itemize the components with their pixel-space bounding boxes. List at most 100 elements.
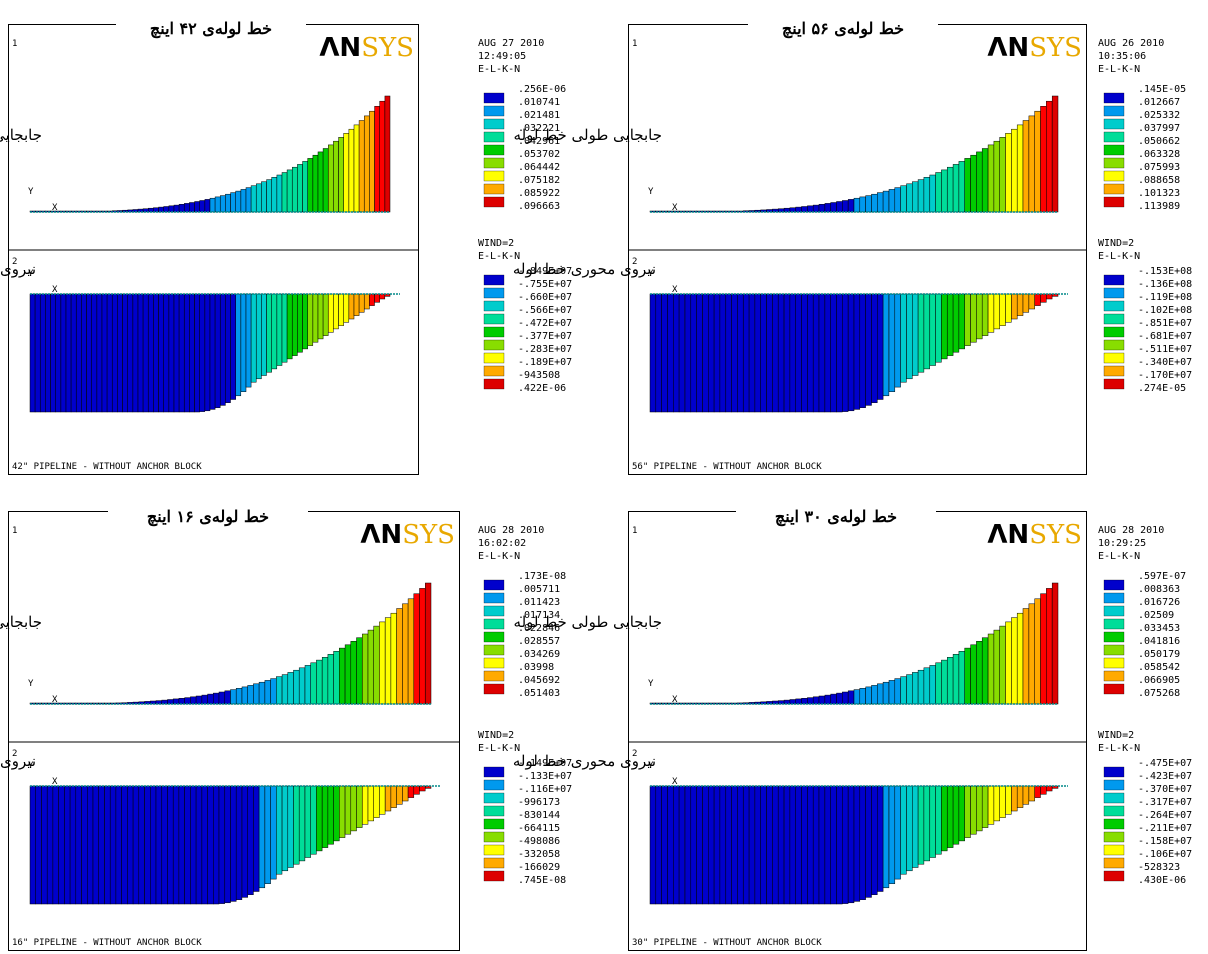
legend-swatch xyxy=(483,92,505,104)
displacement-bar xyxy=(935,662,942,705)
legend-swatch xyxy=(1103,196,1125,208)
axial-force-bar xyxy=(87,785,94,905)
displacement-bar xyxy=(172,698,180,705)
axial-force-bar xyxy=(425,785,432,789)
axial-force-bar xyxy=(250,293,257,383)
axial-force-bar xyxy=(847,785,855,904)
displacement-bar xyxy=(1022,120,1030,213)
displacement-bar xyxy=(1016,124,1024,213)
displacement-bar xyxy=(1011,617,1018,705)
legend-value: .075993 xyxy=(1138,162,1180,173)
displacement-bar xyxy=(230,192,236,213)
panel-16-inch: خط لوله‌ی ۱۶ اینچ 1 2 ΛNSYS AUG 28 2010 16:02… xyxy=(0,492,604,952)
displacement-bar xyxy=(350,641,357,705)
legend-swatch xyxy=(483,144,505,156)
legend-swatch xyxy=(1103,792,1125,804)
legend-swatch xyxy=(483,766,505,778)
axial-force-bar xyxy=(760,293,767,413)
axial-force-bar xyxy=(865,293,872,406)
displacement-bar xyxy=(888,680,896,705)
displacement-bar xyxy=(317,151,324,213)
axial-force-bar xyxy=(92,785,99,905)
displacement-bar xyxy=(270,678,277,705)
axial-force-bar xyxy=(917,785,925,865)
axial-force-bar xyxy=(122,293,128,413)
axial-force-bar xyxy=(737,785,744,905)
legend-value: .050662 xyxy=(1138,136,1180,147)
legend-value: -.370E+07 xyxy=(1138,784,1192,795)
axial-force-bar xyxy=(760,785,767,905)
axial-force-bar xyxy=(807,785,814,905)
displacement-bar xyxy=(353,124,360,213)
axial-force-bar xyxy=(952,293,960,353)
axial-force-bar xyxy=(748,293,756,413)
axial-force-bar xyxy=(121,785,128,905)
axial-force-bar xyxy=(772,293,779,413)
legend-swatch xyxy=(483,157,505,169)
legend-swatch xyxy=(1103,92,1125,104)
legend-value: .042961 xyxy=(518,136,560,147)
axial-force-bar xyxy=(649,293,657,413)
legend-swatch xyxy=(483,365,505,377)
axis-y-label: Y xyxy=(28,187,34,197)
wind-header: WIND=2 xyxy=(1098,238,1134,249)
axial-force-bar xyxy=(220,293,226,406)
meta-line: AUG 28 2010 xyxy=(1098,525,1164,536)
panel-title: خط لوله‌ی ۴۲ اینچ xyxy=(150,19,272,39)
displacement-bar xyxy=(407,598,415,705)
axial-force-bar xyxy=(343,293,350,323)
legend-value: .066905 xyxy=(1138,675,1180,686)
displacement-bar xyxy=(292,166,298,213)
axial-force-bar xyxy=(127,293,134,413)
axial-force-bar xyxy=(981,785,989,828)
legend-value: -.681E+07 xyxy=(1138,331,1192,342)
axial-force-bar xyxy=(661,293,668,413)
window-index-top: 1 xyxy=(12,39,17,49)
legend-value: -.317E+07 xyxy=(1138,797,1192,808)
displacement-bar xyxy=(906,674,913,705)
axial-force-bar xyxy=(407,785,415,798)
ansys-logo-an: ΛN xyxy=(987,33,1029,63)
displacement-bar xyxy=(240,189,247,213)
axial-force-bar xyxy=(270,785,277,880)
axis-y-label: Y xyxy=(648,761,654,771)
legend-value: .058542 xyxy=(1138,662,1180,673)
axial-force-bar xyxy=(178,293,185,413)
axial-force-bar xyxy=(882,785,890,889)
axial-force-bar xyxy=(987,785,995,825)
axial-force-bar xyxy=(923,785,930,862)
legend-swatch xyxy=(1103,605,1125,617)
axial-force-bar xyxy=(830,293,837,413)
legend-value: .03998 xyxy=(518,662,554,673)
legend-swatch xyxy=(483,605,505,617)
axial-force-bar xyxy=(281,293,288,363)
displacement-bar xyxy=(281,674,289,705)
axial-force-bar xyxy=(929,293,936,366)
displacement-bar xyxy=(917,179,925,213)
axial-force-bar xyxy=(199,293,206,412)
axial-force-bar xyxy=(678,293,686,413)
meta-line: AUG 28 2010 xyxy=(478,525,544,536)
axis-x-label: X xyxy=(52,695,58,705)
legend-swatch xyxy=(483,683,505,695)
axial-force-label: نیروی محوری خط لوله xyxy=(0,260,36,278)
axial-force-bar xyxy=(690,785,697,905)
axial-force-bar xyxy=(882,293,890,397)
legend-value: -.170E+07 xyxy=(1138,370,1192,381)
legend-swatch xyxy=(1103,644,1125,656)
axial-force-bar xyxy=(743,785,750,905)
panel-title: خط لوله‌ی ۱۶ اینچ xyxy=(147,507,269,527)
axial-force-bar xyxy=(1005,293,1012,323)
legend-swatch xyxy=(483,579,505,591)
wind-header: WIND=2 xyxy=(478,730,514,741)
axial-force-bar xyxy=(853,293,861,410)
axial-force-bar xyxy=(163,293,170,413)
displacement-bar xyxy=(917,669,925,705)
displacement-bar xyxy=(999,137,1006,213)
axial-force-bar xyxy=(725,785,732,905)
axial-force-bar xyxy=(847,293,855,412)
displacement-bar xyxy=(1028,115,1035,213)
displacement-bar xyxy=(199,200,206,213)
legend-value: -664115 xyxy=(518,823,560,834)
axial-force-bar xyxy=(34,293,41,413)
